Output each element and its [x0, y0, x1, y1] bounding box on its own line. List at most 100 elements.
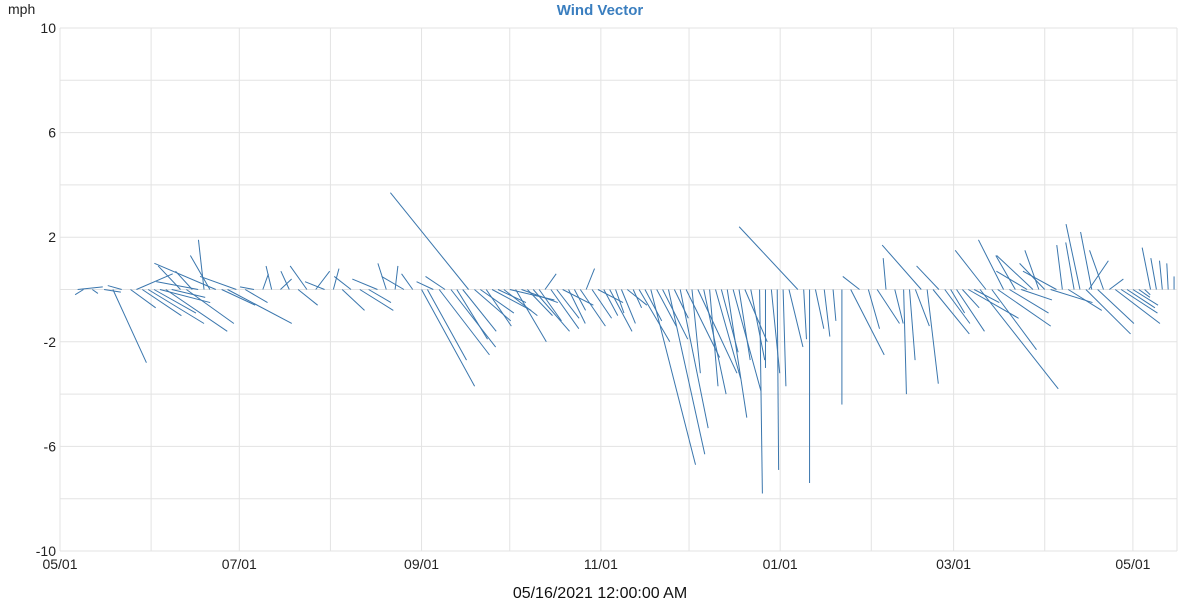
wind-vector — [738, 289, 751, 361]
wind-vector — [304, 281, 325, 290]
wind-vector — [667, 289, 706, 455]
wind-vector — [521, 289, 558, 304]
wind-vector — [130, 289, 156, 309]
wind-vector — [527, 289, 553, 316]
wind-vector — [823, 289, 831, 337]
wind-vector — [532, 289, 570, 332]
wind-vector — [954, 249, 987, 290]
wind-vector — [416, 281, 434, 290]
wind-vector — [842, 276, 860, 290]
wind-vector — [894, 289, 904, 324]
wind-vector — [1141, 247, 1152, 290]
wind-vector — [265, 265, 273, 290]
wind-vector — [147, 289, 205, 324]
y-axis-ticks: 10 6 2 -2 -6 -10 — [36, 20, 56, 559]
wind-vector — [1056, 244, 1063, 290]
wind-vector — [1022, 270, 1057, 290]
wind-vector — [644, 289, 663, 322]
wind-vector — [491, 289, 532, 311]
wind-vector — [615, 289, 625, 314]
wind-vector — [1089, 250, 1104, 290]
wind-vector — [703, 289, 727, 395]
wind-vector — [289, 265, 308, 290]
timestamp-label: 05/16/2021 12:00:00 AM — [513, 585, 687, 600]
wind-vector — [996, 255, 1034, 290]
wind-vector — [956, 289, 985, 332]
wind-vector — [426, 289, 467, 361]
wind-vector — [74, 289, 84, 296]
wind-vector — [759, 289, 763, 494]
wind-vector — [788, 289, 804, 348]
wind-vector — [1021, 289, 1053, 301]
wind-vector — [926, 289, 939, 384]
wind-vector — [632, 289, 643, 309]
x-tick-label: 03/01 — [936, 556, 971, 572]
wind-vector — [92, 289, 99, 294]
wind-vector — [450, 289, 497, 348]
y-tick-label: 2 — [48, 229, 56, 245]
wind-vector — [867, 289, 881, 329]
wind-vector — [197, 239, 205, 290]
wind-vector — [280, 270, 290, 290]
wind-vector — [280, 278, 292, 290]
wind-vector — [638, 289, 671, 343]
wind-vector — [332, 268, 340, 290]
wind-vector — [1166, 263, 1169, 290]
wind-vector — [579, 289, 606, 327]
wind-vector — [77, 286, 103, 290]
wind-vector — [333, 276, 352, 290]
wind-vector — [909, 289, 916, 361]
wind-vector — [352, 278, 378, 290]
chart-title: Wind Vector — [557, 2, 644, 19]
wind-vector — [1009, 289, 1049, 314]
wind-vector — [568, 289, 586, 324]
wind-vector — [480, 289, 515, 314]
wind-vector — [390, 192, 469, 290]
wind-vector — [916, 265, 940, 290]
x-tick-label: 11/01 — [584, 556, 618, 572]
wind-vector — [199, 275, 237, 290]
y-tick-label: -6 — [44, 438, 57, 454]
wind-vector — [104, 289, 121, 293]
wind-vector — [770, 289, 781, 374]
wind-vector — [107, 285, 122, 290]
wind-vector — [656, 289, 677, 327]
y-tick-label: 10 — [40, 20, 56, 36]
wind-vector — [709, 289, 719, 387]
y-tick-label: 6 — [48, 125, 56, 141]
wind-vector — [171, 289, 206, 298]
wind-vector — [1132, 289, 1159, 306]
wind-vector — [562, 289, 594, 306]
wind-vector — [691, 289, 701, 374]
wind-vector — [715, 289, 742, 379]
wind-vector — [1080, 231, 1093, 290]
wind-vector — [503, 289, 538, 317]
wind-vector — [882, 258, 887, 290]
wind-vector — [973, 289, 1000, 304]
wind-vector — [850, 289, 885, 356]
wind-vector — [515, 289, 547, 343]
wind-vector — [1024, 250, 1040, 290]
wind-vector — [1065, 224, 1081, 290]
wind-vector — [997, 289, 1052, 327]
wind-vector — [550, 289, 580, 330]
wind-vector — [1120, 289, 1158, 314]
wind-vector — [1097, 289, 1135, 324]
wind-vector — [421, 289, 476, 387]
wind-vector — [262, 273, 269, 290]
wind-vector — [979, 289, 1059, 390]
wind-vector — [609, 289, 633, 332]
wind-vector — [1109, 278, 1124, 290]
wind-vector — [544, 273, 557, 290]
wind-vector — [603, 289, 619, 316]
y-tick-label: -2 — [44, 334, 57, 350]
wind-vector — [112, 289, 147, 363]
wind-vector — [876, 289, 900, 324]
wind-vector — [538, 289, 562, 322]
wind-vector — [474, 289, 512, 322]
wind-vector — [136, 273, 173, 290]
wind-vector — [401, 273, 414, 290]
y-axis-label: mph — [8, 1, 35, 17]
wind-vector — [438, 289, 490, 356]
